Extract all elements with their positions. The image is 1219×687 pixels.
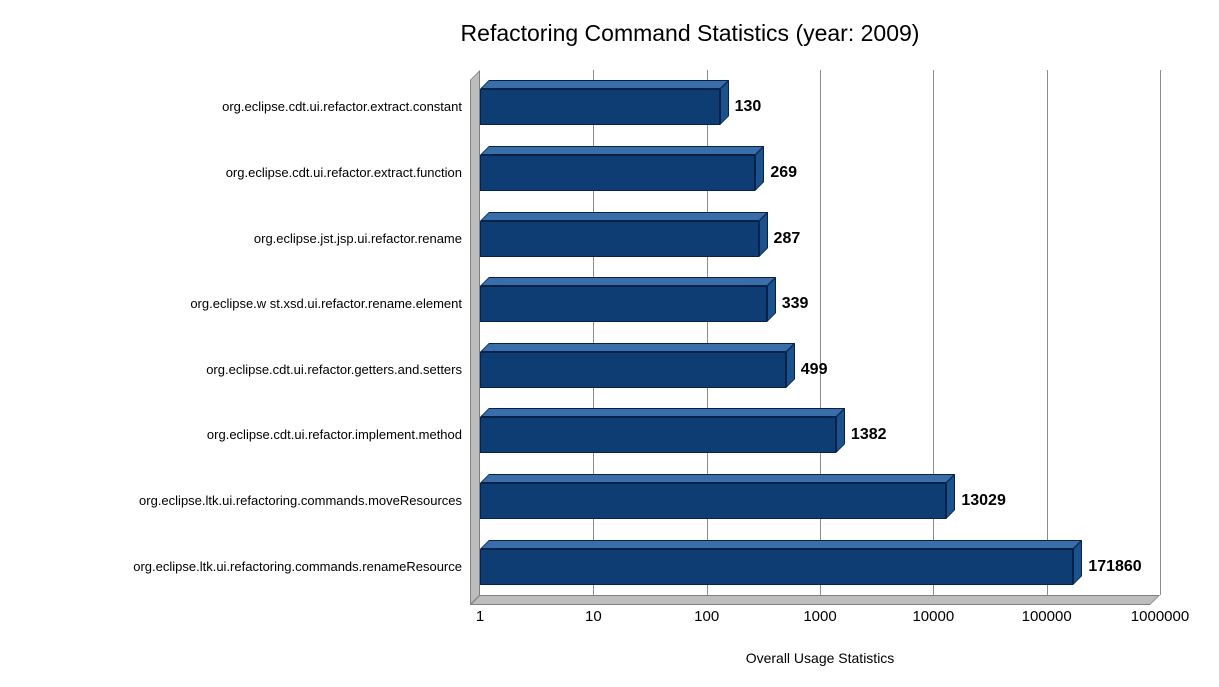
bar-top-face [480, 474, 956, 484]
wall-left [470, 70, 480, 605]
bar [480, 548, 1074, 585]
bar-top-face [480, 408, 845, 418]
chart-title: Refactoring Command Statistics (year: 20… [460, 20, 920, 46]
category-axis: org.eclipse.cdt.ui.refactor.extract.cons… [0, 0, 470, 687]
bar-end-face [946, 474, 956, 520]
bar [480, 417, 836, 454]
bar-top-face [480, 342, 795, 352]
bar-end-face [755, 145, 765, 191]
bar-end-face [785, 342, 795, 388]
bar-value-label: 13029 [961, 492, 1006, 510]
x-tick-label: 100000 [1021, 608, 1072, 625]
bar [480, 483, 947, 520]
bar-end-face [835, 408, 845, 454]
bar-value-label: 499 [800, 360, 828, 378]
gridline [1046, 70, 1048, 595]
bar-end-face [1073, 539, 1083, 585]
category-label: org.eclipse.cdt.ui.refactor.extract.cons… [222, 99, 462, 115]
bar-value-label: 339 [781, 295, 809, 313]
category-label: org.eclipse.cdt.ui.refactor.extract.func… [225, 164, 462, 180]
category-label: org.eclipse.cdt.ui.refactor.implement.me… [206, 427, 462, 443]
bar [480, 220, 759, 257]
bar-value-label: 287 [773, 229, 801, 247]
gridline [593, 70, 595, 595]
bar [480, 286, 767, 323]
bar [480, 89, 720, 126]
bar-value-label: 171860 [1088, 557, 1142, 575]
gridline [706, 70, 708, 595]
bar-end-face [758, 211, 768, 257]
bar [480, 154, 756, 191]
bar [480, 351, 786, 388]
x-tick-label: 10000 [912, 608, 955, 625]
x-axis-label: Overall Usage Statistics [745, 650, 895, 666]
plot-area: 130 269 287 339 499 1382 13029 171860 [470, 70, 1161, 605]
x-tick-label: 1000 [803, 608, 837, 625]
x-tick-label: 10 [584, 608, 602, 625]
bar-top-face [480, 539, 1083, 549]
floor [470, 595, 1160, 605]
bar-value-label: 130 [734, 98, 762, 116]
gridline [820, 70, 821, 595]
category-label: org.eclipse.ltk.ui.refactoring.commands.… [139, 493, 462, 509]
x-tick-label: 1000000 [1130, 608, 1190, 625]
bar-top-face [480, 277, 776, 287]
gridline [933, 70, 935, 595]
category-label: org.eclipse.cdt.ui.refactor.getters.and.… [206, 361, 462, 377]
category-label: org.eclipse.ltk.ui.refactoring.commands.… [133, 558, 462, 574]
bar-end-face [719, 80, 729, 126]
x-tick-label: 1 [475, 608, 485, 625]
bar-top-face [480, 145, 765, 155]
bar-value-label: 1382 [850, 426, 887, 444]
bar-value-label: 269 [770, 163, 798, 181]
category-label: org.eclipse.jst.jsp.ui.refactor.rename [253, 230, 462, 246]
bar-top-face [480, 211, 768, 221]
x-tick-label: 100 [694, 608, 720, 625]
category-label: org.eclipse.w st.xsd.ui.refactor.rename.… [190, 296, 462, 312]
bar-top-face [480, 80, 729, 90]
bar-end-face [766, 277, 776, 323]
gridline [1160, 70, 1161, 595]
